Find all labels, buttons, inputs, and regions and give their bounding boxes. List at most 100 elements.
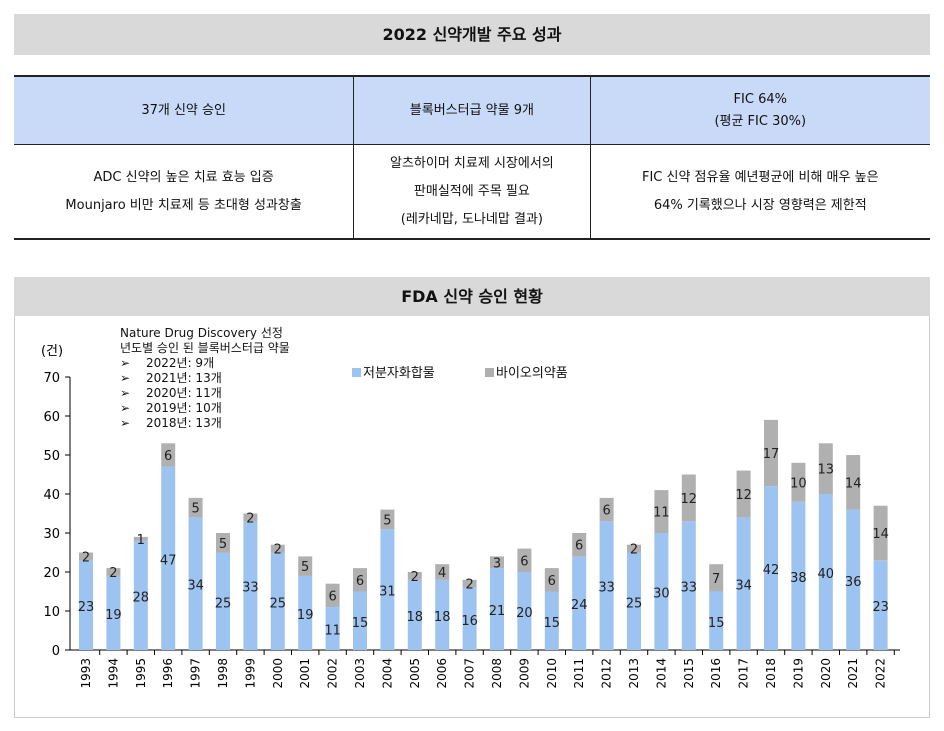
note-item-text: 2021년: 13개 [146, 371, 222, 385]
data-label: 25 [626, 596, 643, 611]
x-tick-label: 1999 [243, 658, 257, 689]
bar-small-molecule [188, 517, 203, 650]
bar-biologics [791, 462, 806, 502]
x-tick-label: 2012 [600, 658, 614, 689]
data-label: 2 [465, 578, 473, 593]
bar-small-molecule [654, 533, 669, 650]
data-label: 24 [571, 598, 588, 613]
data-label: 6 [520, 554, 528, 569]
note-item: ➢ 2022년: 9개 [120, 356, 290, 371]
data-label: 1 [137, 533, 145, 548]
bar-biologics [846, 455, 861, 510]
chart-title: FDA 신약 승인 현황 [14, 277, 930, 316]
detail-line: 판매실적에 주목 필요 [413, 183, 530, 199]
bar-biologics [654, 490, 669, 533]
y-axis-label: (건) [41, 344, 63, 359]
data-label: 33 [242, 581, 259, 596]
x-tick-label: 2009 [517, 658, 531, 689]
detail-line: FIC 신약 점유율 예년평균에 비해 매우 높은 [641, 169, 879, 185]
bar-small-molecule [161, 466, 176, 650]
x-tick-label: 1996 [161, 658, 175, 689]
header-cell: FIC 64% (평균 FIC 30%) [589, 75, 930, 145]
y-tick-label: 0 [52, 644, 60, 659]
bar-small-molecule [599, 521, 614, 650]
data-label: 11 [653, 506, 670, 521]
data-label: 23 [78, 600, 95, 615]
data-label: 6 [164, 449, 172, 464]
detail-line: Mounjaro 비만 치료제 등 초대형 성과창출 [65, 197, 302, 213]
bar-small-molecule [490, 568, 504, 650]
data-label: 42 [763, 563, 780, 578]
bar-biologics [161, 443, 176, 467]
data-label: 10 [790, 476, 807, 491]
bar-biologics [517, 548, 532, 572]
header-cell: 37개 신약 승인 [14, 75, 355, 145]
bar-biologics [736, 470, 751, 518]
y-tick-label: 60 [43, 410, 60, 425]
x-tick-label: 1995 [134, 658, 148, 689]
y-tick-label: 70 [43, 371, 60, 386]
data-label: 28 [133, 590, 150, 605]
data-label: 5 [191, 502, 199, 517]
bar-biologics [599, 497, 614, 522]
y-tick-label: 10 [43, 605, 60, 620]
data-label: 25 [215, 596, 232, 611]
bar-biologics [380, 509, 395, 530]
note-item-text: 2018년: 13개 [146, 416, 222, 430]
bar-small-molecule [353, 591, 367, 650]
bar-biologics [818, 443, 833, 494]
x-tick-label: 2018 [764, 658, 778, 689]
x-tick-label: 2007 [463, 658, 477, 689]
data-label: 30 [653, 587, 670, 602]
detail-line: ADC 신약의 높은 치료 효능 입증 [93, 169, 274, 185]
data-label: 6 [548, 574, 556, 589]
bar-small-molecule [325, 607, 340, 650]
bar-biologics [298, 556, 313, 576]
data-label: 19 [105, 608, 122, 623]
data-label: 34 [735, 579, 752, 594]
x-tick-label: 1994 [106, 658, 120, 689]
x-tick-label: 2020 [819, 658, 833, 689]
arrow-bullet-icon: ➢ [120, 401, 131, 415]
y-tick-label: 40 [43, 488, 60, 503]
x-tick-label: 2016 [709, 658, 723, 689]
x-tick-label: 2014 [654, 658, 668, 689]
bar-small-molecule [106, 575, 121, 650]
note-subtitle: 년도별 승인 된 블록버스터급 약물 [120, 341, 290, 355]
data-label: 14 [872, 527, 889, 542]
note-item-text: 2020년: 11개 [146, 386, 222, 400]
data-label: 14 [845, 476, 862, 491]
bar-biologics [353, 568, 367, 592]
bar-small-molecule [873, 560, 888, 650]
x-tick-label: 2008 [490, 658, 504, 689]
x-tick-label: 2019 [791, 658, 805, 689]
x-tick-label: 2002 [326, 658, 340, 689]
note-item: ➢ 2018년: 13개 [120, 416, 290, 431]
data-label: 2 [82, 550, 90, 565]
bar-biologics [407, 572, 422, 580]
bar-small-molecule [791, 501, 806, 650]
data-label: 15 [352, 616, 369, 631]
bar-small-molecule [298, 575, 313, 650]
data-label: 21 [489, 604, 506, 619]
bar-biologics [216, 533, 230, 553]
blockbuster-note: Nature Drug Discovery 선정 년도별 승인 된 블록버스터급… [120, 326, 290, 431]
note-item-text: 2022년: 9개 [146, 356, 215, 370]
data-label: 2 [109, 566, 117, 581]
bar-biologics [79, 552, 93, 561]
x-tick-label: 2003 [353, 658, 367, 689]
detail-line: 알츠하이머 치료제 시장에서의 [390, 155, 554, 171]
summary-title: 2022 신약개발 주요 성과 [14, 14, 930, 55]
data-label: 18 [434, 610, 451, 625]
data-label: 5 [383, 513, 391, 528]
bar-biologics [709, 564, 724, 592]
bar-biologics [325, 583, 340, 608]
x-tick-label: 1993 [79, 658, 93, 689]
x-tick-label: 2011 [572, 658, 586, 689]
bar-biologics [764, 419, 778, 487]
bar-biologics [873, 505, 888, 561]
legend-biologics: 바이오의약품 [485, 362, 568, 381]
data-label: 16 [461, 614, 478, 629]
data-label: 33 [681, 581, 698, 596]
bar-small-molecule [818, 494, 833, 650]
